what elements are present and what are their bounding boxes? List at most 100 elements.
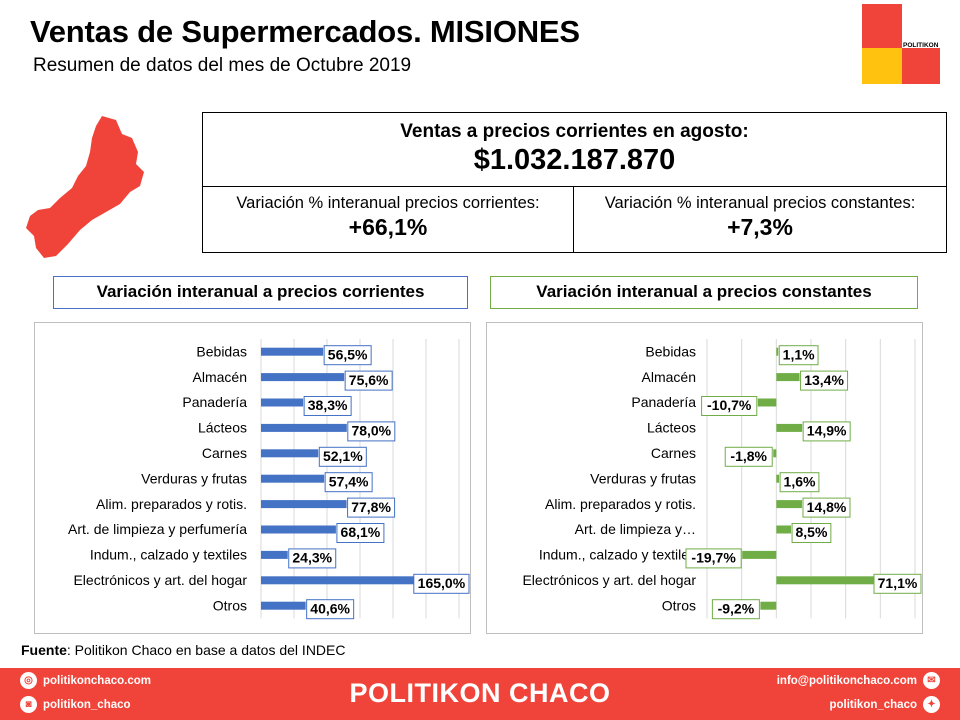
category-label: Verduras y frutas xyxy=(590,470,696,486)
data-label-box xyxy=(347,421,396,442)
category-label: Alim. preparados y rotis. xyxy=(545,496,696,512)
category-label: Indum., calzado y textiles xyxy=(539,547,696,563)
footer-email[interactable]: info@politikonchaco.com ✉ xyxy=(777,672,940,689)
data-label: 165,0% xyxy=(418,575,466,591)
data-label-box xyxy=(711,599,760,620)
instagram-icon: ◙ xyxy=(20,696,37,713)
footer-bar: ◎ politikonchaco.com ◙ politikon_chaco P… xyxy=(0,668,960,720)
data-label-box xyxy=(413,573,470,594)
bar xyxy=(261,525,336,534)
chart-constant-prices: Bebidas 1,1% Almacén 13,4% Panadería -10,7% Lá… xyxy=(486,322,923,634)
page-subtitle: Resumen de datos del mes de Octubre 2019 xyxy=(33,55,412,76)
constant-prices-value: +7,3% xyxy=(727,214,793,240)
data-label-box xyxy=(344,370,393,391)
data-label: 14,8% xyxy=(807,499,847,515)
data-label: 78,0% xyxy=(351,423,391,439)
data-label-box xyxy=(779,472,820,493)
current-prices-value: +66,1% xyxy=(348,214,428,240)
current-prices-label: Variación % interanual precios corriente… xyxy=(236,194,540,212)
current-prices-cell: Variación % interanual precios corriente… xyxy=(203,187,574,252)
data-label: 52,1% xyxy=(323,448,363,464)
chart-constant-svg: Bebidas 1,1% Almacén 13,4% Panadería -10,7% Lá… xyxy=(522,339,922,620)
category-label: Art. de limpieza y perfumería xyxy=(68,521,247,537)
data-label: -9,2% xyxy=(718,600,755,616)
bar xyxy=(776,423,803,432)
data-label: 56,5% xyxy=(328,346,368,362)
bar xyxy=(261,398,304,407)
logo-text: POLITIKON xyxy=(903,42,939,49)
category-label: Almacén xyxy=(642,369,696,385)
category-label: Art. de limpieza y… xyxy=(575,521,696,537)
category-label: Electrónicos y art. del hogar xyxy=(522,572,696,588)
globe-icon: ◎ xyxy=(20,672,37,689)
data-label-box xyxy=(802,497,851,518)
bar xyxy=(261,423,347,432)
chart-current-svg: Bebidas 56,5% Almacén 75,6% Panadería 38,3% Lá… xyxy=(68,339,470,620)
data-label-box xyxy=(323,345,372,366)
category-label: Carnes xyxy=(651,445,696,461)
data-label: 1,6% xyxy=(784,473,816,489)
data-label: 57,4% xyxy=(329,473,369,489)
category-label: Bebidas xyxy=(196,343,247,359)
category-label: Lácteos xyxy=(647,420,696,436)
data-label-box xyxy=(685,548,742,569)
category-label: Panadería xyxy=(182,394,247,410)
bar xyxy=(261,500,347,509)
politikon-logo: POLITIKON xyxy=(862,4,940,84)
bar xyxy=(261,576,443,585)
footer-twitter[interactable]: politikon_chaco ✦ xyxy=(829,696,940,713)
sales-label: Ventas a precios corrientes en agosto: xyxy=(400,121,749,142)
data-label: -1,8% xyxy=(730,448,767,464)
footer-twitter-text: politikon_chaco xyxy=(829,698,917,711)
constant-prices-cell: Variación % interanual precios constante… xyxy=(574,187,946,252)
source-label: Fuente xyxy=(21,642,67,658)
category-label: Otros xyxy=(213,597,247,613)
data-label-box xyxy=(288,548,337,569)
bar xyxy=(261,601,306,610)
bar xyxy=(757,398,777,407)
data-label: 13,4% xyxy=(804,372,844,388)
bar xyxy=(261,347,324,356)
data-label: 75,6% xyxy=(349,372,389,388)
mail-icon: ✉ xyxy=(923,672,940,689)
category-label: Panadería xyxy=(631,394,696,410)
bar xyxy=(776,347,779,356)
data-label-box xyxy=(303,396,352,416)
data-label: -19,7% xyxy=(691,550,736,566)
constant-prices-label: Variación % interanual precios constante… xyxy=(604,194,916,212)
data-label-box xyxy=(791,523,832,543)
data-label: 14,9% xyxy=(807,423,847,439)
summary-box: Ventas a precios corrientes en agosto: $… xyxy=(202,112,947,253)
source-note: Fuente: Politikon Chaco en base a datos … xyxy=(21,642,346,658)
bar xyxy=(261,474,325,483)
data-label-box xyxy=(336,523,385,543)
data-label: 38,3% xyxy=(308,397,348,413)
data-label-box xyxy=(873,573,922,594)
data-label: 40,6% xyxy=(310,600,350,616)
data-label-box xyxy=(724,446,773,467)
category-label: Alim. preparados y rotis. xyxy=(96,496,247,512)
footer-instagram[interactable]: ◙ politikon_chaco xyxy=(20,696,131,713)
data-label-box xyxy=(701,396,758,416)
twitter-icon: ✦ xyxy=(923,696,940,713)
data-label-box xyxy=(318,446,367,467)
bar xyxy=(773,449,777,458)
category-label: Indum., calzado y textiles xyxy=(90,547,247,563)
bar xyxy=(261,373,345,382)
data-label: 71,1% xyxy=(878,575,918,591)
chart-current-prices: Bebidas 56,5% Almacén 75,6% Panadería 38,3% Lá… xyxy=(34,322,471,634)
chart-title-current: Variación interanual a precios corriente… xyxy=(53,276,468,309)
sales-value: $1.032.187.870 xyxy=(473,144,676,176)
category-label: Almacén xyxy=(193,369,247,385)
footer-web[interactable]: ◎ politikonchaco.com xyxy=(20,672,151,689)
category-label: Bebidas xyxy=(645,343,696,359)
data-label: 1,1% xyxy=(783,346,815,362)
category-label: Lácteos xyxy=(198,420,247,436)
data-label-box xyxy=(347,497,396,518)
data-label: -10,7% xyxy=(707,397,752,413)
category-label: Otros xyxy=(662,597,696,613)
data-label-box xyxy=(324,472,373,493)
bar xyxy=(760,601,777,610)
footer-web-text: politikonchaco.com xyxy=(43,674,151,687)
data-label-box xyxy=(800,370,849,391)
